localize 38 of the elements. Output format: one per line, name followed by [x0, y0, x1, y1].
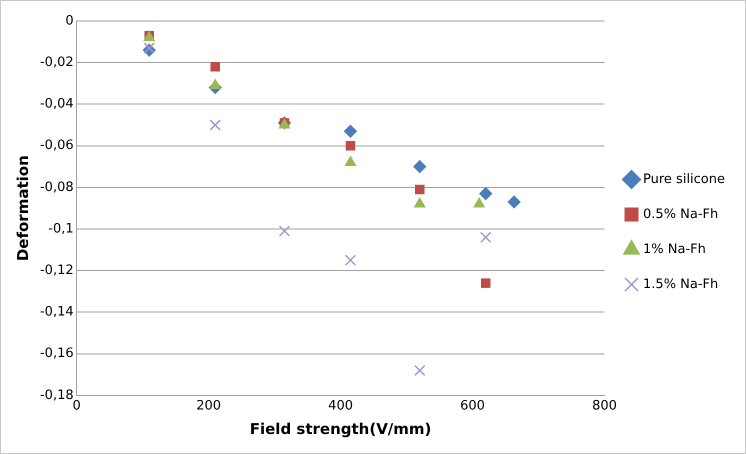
point: [414, 198, 426, 208]
point: [144, 42, 155, 54]
point: [344, 124, 357, 138]
y-axis-title: Deformation: [14, 155, 32, 262]
x-tick-label: 600: [460, 398, 485, 414]
point: [413, 160, 426, 174]
point: [210, 119, 221, 131]
y-tick-label: 0: [65, 13, 74, 28]
point: [344, 156, 356, 166]
y-tick-label: -0,14: [40, 304, 74, 320]
point: [346, 141, 356, 151]
point: [479, 187, 492, 200]
point: [473, 198, 485, 208]
point: [508, 195, 521, 208]
x-tick-label: 400: [328, 398, 353, 414]
x-tick-label: 800: [592, 398, 617, 414]
y-tick-label: -0,1: [48, 221, 74, 236]
point: [344, 254, 356, 266]
legend-label: 1% Na-Fh: [643, 242, 706, 257]
point: [210, 78, 221, 89]
y-tick-label: -0,04: [40, 96, 74, 112]
point: [210, 62, 220, 72]
y-tick-label: -0,18: [40, 388, 74, 403]
y-tick-label: -0,06: [40, 138, 74, 154]
y-tick-label: -0,08: [40, 180, 74, 195]
legend-label: 1.5% Na-Fh: [643, 276, 718, 292]
point: [278, 225, 290, 237]
point: [480, 232, 492, 244]
y-tick-label: -0,02: [40, 54, 74, 70]
y-tick-label: -0,12: [40, 262, 74, 278]
y-tick-label: -0,16: [40, 346, 74, 362]
point: [415, 184, 424, 194]
x-tick-label: 200: [196, 398, 222, 414]
point: [481, 278, 490, 288]
x-axis-title: Field strength(V/mm): [250, 420, 432, 438]
legend-label: 0.5% Na-Fh: [643, 206, 718, 222]
point: [414, 364, 426, 376]
legend-label: Pure silicone: [643, 172, 726, 187]
